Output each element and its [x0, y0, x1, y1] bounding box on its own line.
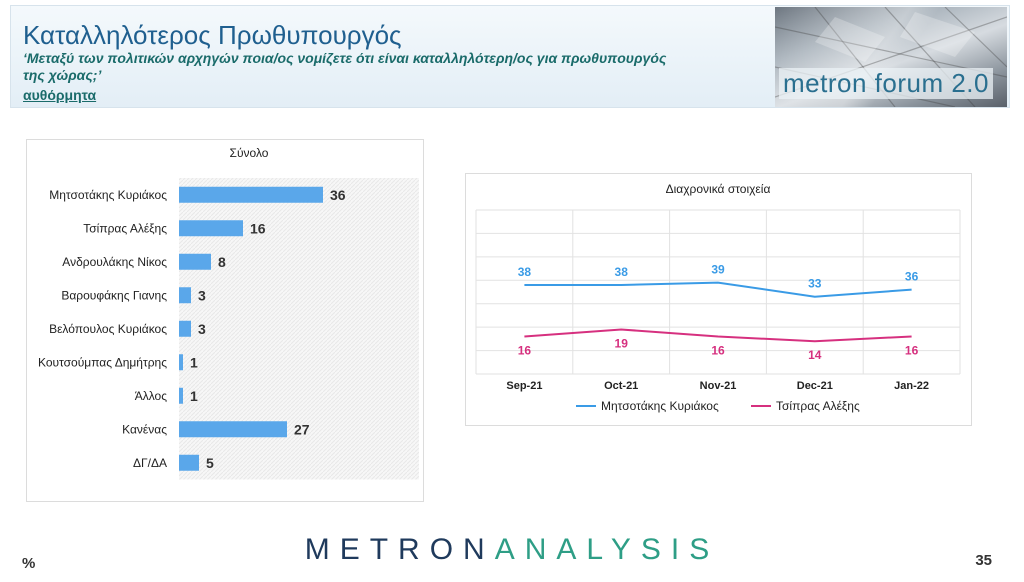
line-chart: Διαχρονικά στοιχεία Sep-21 Oct-21 Nov-21 De…	[475, 182, 961, 413]
brand-part-metron: METRON	[304, 533, 495, 566]
bar-category-label: ΔΓ/ΔΑ	[133, 456, 167, 470]
x-tick-label: Oct-21	[604, 380, 638, 392]
bar-category-label: Ανδρουλάκης Νίκος	[62, 255, 167, 269]
series-line	[524, 328, 912, 343]
bar-category-label: Βελόπουλος Κυριάκος	[49, 322, 167, 336]
x-tick-label: Nov-21	[700, 380, 737, 392]
bar-category-label: Μητσοτάκης Κυριάκος	[49, 188, 167, 202]
bar	[179, 354, 183, 371]
bar-chart: Σύνολο Μητσοτάκης Κυριάκος 36 Τσίπρας Αλέξ…	[38, 146, 419, 480]
data-point-label: 19	[615, 336, 629, 350]
bar-value-label: 3	[198, 287, 206, 303]
metron-analysis-logo: METRONANALYSIS	[0, 533, 1024, 567]
data-point-label: 14	[808, 348, 822, 362]
bar-chart-title: Σύνολο	[230, 146, 269, 160]
legend-entry: Τσίπρας Αλέξης	[776, 399, 860, 413]
question-type-label: αυθόρμητα	[23, 87, 97, 103]
bar-value-label: 8	[218, 254, 226, 270]
bar	[179, 220, 243, 237]
survey-question: ‘Μεταξύ των πολιτικών αρχηγών ποια/ος νο…	[23, 50, 667, 83]
bar-value-label: 1	[190, 354, 198, 370]
bar-value-label: 3	[198, 321, 206, 337]
bar	[179, 320, 191, 337]
bar	[179, 253, 211, 270]
bar-category-label: Άλλος	[135, 389, 168, 403]
data-point-label: 16	[905, 344, 919, 358]
line-chart-panel: Διαχρονικά στοιχεία Sep-21 Oct-21 Nov-21 De…	[465, 173, 972, 426]
x-tick-label: Sep-21	[506, 380, 542, 392]
bar-category-label: Κανένας	[122, 422, 167, 436]
bar	[179, 186, 323, 203]
legend-entry: Μητσοτάκης Κυριάκος	[601, 399, 719, 413]
data-point-label: 38	[518, 265, 532, 279]
percent-sign: %	[22, 555, 36, 572]
x-tick-label: Jan-22	[894, 380, 929, 392]
bar-value-label: 1	[190, 388, 198, 404]
bar-value-label: 36	[330, 187, 346, 203]
bar-category-label: Βαρουφάκης Γιανης	[61, 288, 167, 302]
page-title: Καταλληλότερος Πρωθυπουργός	[23, 20, 402, 50]
page-number: 35	[975, 552, 992, 569]
data-point-label: 39	[711, 263, 725, 277]
line-chart-title: Διαχρονικά στοιχεία	[666, 182, 771, 196]
bar-category-label: Κουτσούμπας Δημήτρης	[38, 355, 167, 369]
x-tick-label: Dec-21	[797, 380, 833, 392]
slide-header: Καταλληλότερος Πρωθυπουργός ‘Μεταξύ των …	[10, 5, 1010, 108]
series-line	[524, 281, 912, 298]
data-point-label: 38	[615, 265, 629, 279]
data-point-label: 36	[905, 270, 919, 284]
data-point-label: 16	[711, 344, 725, 358]
bar-value-label: 5	[206, 455, 214, 471]
data-point-label: 16	[518, 344, 532, 358]
brand-part-analysis: ANALYSIS	[494, 533, 720, 566]
bar-chart-panel: Σύνολο Μητσοτάκης Κυριάκος 36 Τσίπρας Αλέξ…	[26, 139, 424, 502]
bar-value-label: 16	[250, 220, 266, 236]
bar-category-label: Τσίπρας Αλέξης	[83, 221, 167, 235]
bar	[179, 454, 199, 471]
bar	[179, 421, 287, 438]
bar-value-label: 27	[294, 421, 310, 437]
bar	[179, 287, 191, 304]
header-photo: metron forum 2.0	[775, 7, 1007, 107]
data-point-label: 33	[808, 277, 822, 291]
bar	[179, 387, 183, 404]
metron-forum-logo: metron forum 2.0	[779, 68, 993, 99]
